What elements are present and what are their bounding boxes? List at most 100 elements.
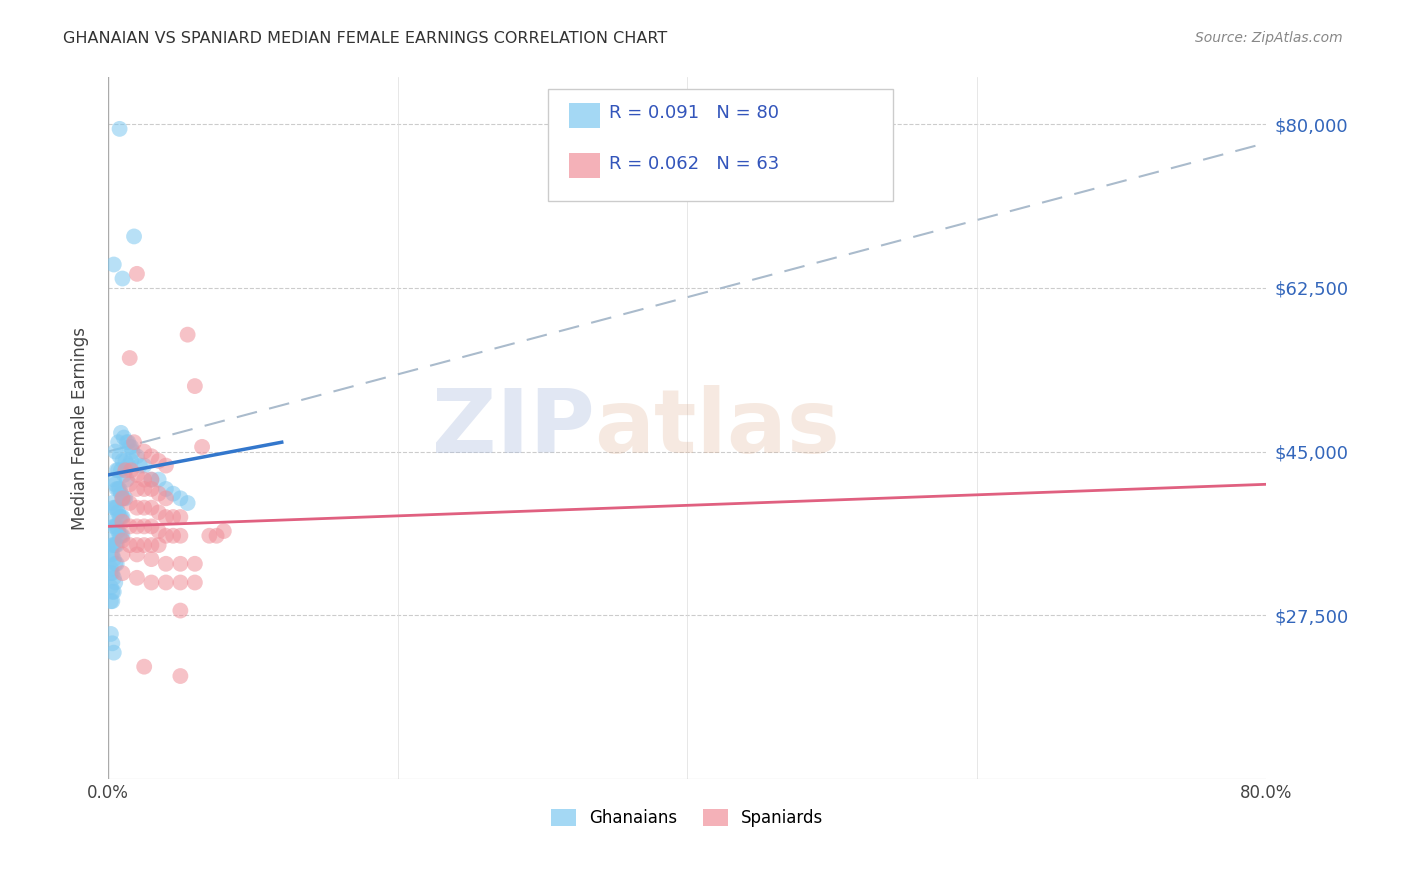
Point (100, 561, 122, 575)
Point (148, 524, 170, 538)
Point (118, 477, 141, 491)
Point (148, 454, 170, 468)
Point (134, 519, 156, 533)
Point (176, 496, 198, 510)
Point (101, 636, 124, 650)
Point (100, 594, 122, 608)
Point (155, 575, 177, 590)
Point (103, 571, 125, 585)
Point (104, 500, 127, 515)
Point (128, 458, 150, 473)
Point (125, 548, 148, 562)
Point (121, 444, 143, 458)
Point (114, 491, 136, 506)
Point (105, 482, 128, 496)
Point (120, 454, 142, 468)
Point (101, 548, 124, 562)
Point (148, 538, 170, 552)
Point (169, 669, 191, 683)
Point (125, 467, 148, 482)
Point (169, 491, 191, 506)
Point (118, 496, 141, 510)
Point (111, 566, 134, 581)
Point (169, 510, 191, 524)
Point (107, 463, 129, 477)
Point (205, 529, 228, 543)
Point (111, 548, 134, 562)
Point (105, 500, 128, 515)
Point (141, 449, 163, 463)
Point (120, 440, 142, 454)
Point (101, 496, 124, 510)
Text: GHANAIAN VS SPANIARD MEDIAN FEMALE EARNINGS CORRELATION CHART: GHANAIAN VS SPANIARD MEDIAN FEMALE EARNI… (63, 31, 668, 46)
Point (141, 482, 163, 496)
Point (103, 552, 125, 566)
Point (118, 440, 141, 454)
Point (134, 538, 156, 552)
Point (191, 440, 214, 454)
Y-axis label: Median Female Earnings: Median Female Earnings (72, 326, 89, 530)
Point (107, 482, 129, 496)
Point (198, 529, 221, 543)
Point (125, 267, 148, 281)
Point (101, 515, 124, 529)
Point (212, 524, 235, 538)
Point (184, 379, 207, 393)
Point (169, 557, 191, 571)
Point (108, 510, 131, 524)
Point (169, 575, 191, 590)
Point (155, 482, 177, 496)
Point (101, 585, 124, 599)
Text: Source: ZipAtlas.com: Source: ZipAtlas.com (1195, 31, 1343, 45)
Point (101, 594, 124, 608)
Point (162, 529, 184, 543)
Point (148, 505, 170, 519)
Point (155, 557, 177, 571)
Point (108, 121, 131, 136)
Point (162, 486, 184, 500)
Point (107, 524, 129, 538)
Point (184, 575, 207, 590)
Point (134, 473, 156, 487)
Point (107, 435, 129, 450)
Point (111, 529, 134, 543)
Point (122, 435, 145, 450)
Text: R = 0.091   N = 80: R = 0.091 N = 80 (609, 104, 779, 122)
Point (141, 575, 163, 590)
Point (114, 454, 136, 468)
Point (107, 505, 129, 519)
Point (104, 477, 127, 491)
Point (134, 458, 156, 473)
Point (101, 566, 124, 581)
Point (141, 552, 163, 566)
Point (169, 603, 191, 617)
Point (103, 519, 125, 533)
Point (112, 467, 135, 482)
Point (105, 463, 128, 477)
Point (104, 519, 127, 533)
Point (115, 473, 138, 487)
Point (155, 529, 177, 543)
Point (110, 529, 132, 543)
Point (111, 454, 134, 468)
Point (108, 449, 131, 463)
Point (111, 491, 134, 506)
Point (110, 425, 132, 440)
Point (162, 510, 184, 524)
Point (148, 486, 170, 500)
Point (155, 491, 177, 506)
Point (141, 500, 163, 515)
Point (118, 519, 141, 533)
Point (117, 458, 139, 473)
Point (103, 585, 125, 599)
Point (141, 538, 163, 552)
Point (103, 258, 125, 272)
Point (117, 435, 139, 450)
Point (105, 557, 128, 571)
Point (184, 557, 207, 571)
Point (103, 538, 125, 552)
Point (148, 473, 170, 487)
Point (100, 566, 122, 581)
Point (134, 500, 156, 515)
Text: ZIP: ZIP (432, 384, 595, 472)
